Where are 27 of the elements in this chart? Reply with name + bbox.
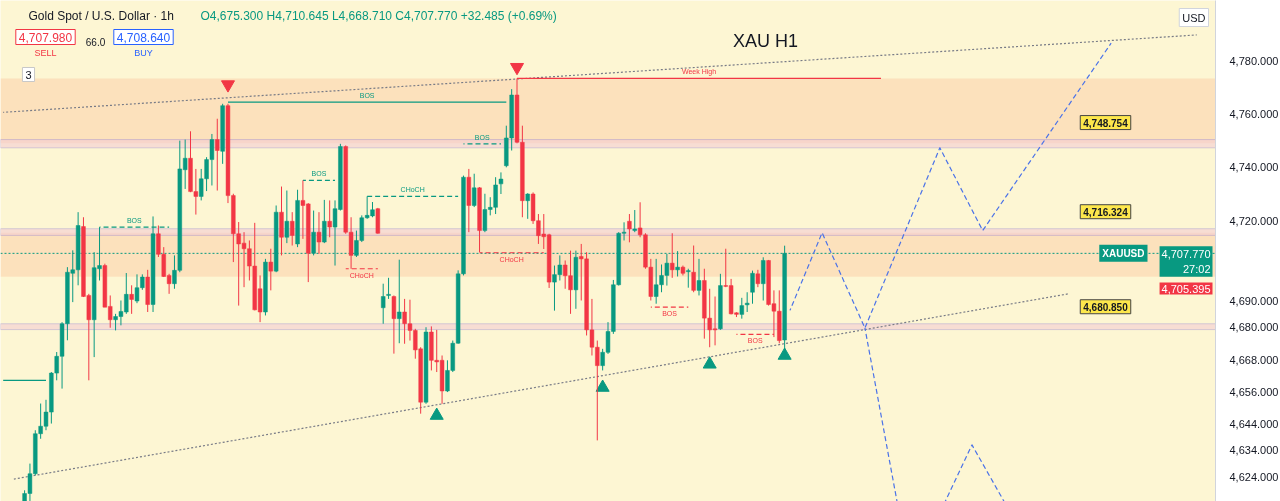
annotation: 4,705.395 [1161,282,1211,295]
annotation: BUY [134,47,153,58]
band-label: 4,716.324 [1083,206,1129,218]
band-label: 4,748.754 [1083,117,1129,129]
y-tick-label: 4,656.000 [1229,385,1279,398]
y-tick-label: 4,634.000 [1229,444,1279,457]
text: Gold Spot / U.S. Dollar · 1h [28,8,174,23]
y-tick-label: 4,680.000 [1229,321,1279,334]
annotation: 66.0 [85,36,106,48]
ref-line-label: XAUUSD [1102,247,1145,259]
y-tick-label: 4,668.000 [1229,353,1279,366]
y-tick-label: 4,740.000 [1229,161,1279,174]
y-tick-label: 4,720.000 [1229,214,1279,227]
annotation: 4,707.980 [18,30,73,45]
annotation: 4,707.770 27:02 [1161,248,1211,275]
annotation: SELL [34,47,57,58]
y-tick-label: 4,644.000 [1229,417,1279,430]
annotation: 3 [25,68,32,81]
annotation: O4,675.300 H4,710.645 L4,668.710 C4,707.770 +32.485 (+0.69%) [200,8,557,23]
text: XAU H1 [732,30,799,51]
y-tick-label: 4,690.000 [1229,294,1279,307]
band-label: 4,680.850 [1083,301,1129,313]
y-tick-label: 4,780.000 [1229,54,1279,67]
y-tick-label: 4,760.000 [1229,107,1279,120]
annotation: 4,708.640 [116,30,171,45]
y-tick-label: 4,624.000 [1229,470,1279,483]
annotation: USD [1182,11,1206,24]
